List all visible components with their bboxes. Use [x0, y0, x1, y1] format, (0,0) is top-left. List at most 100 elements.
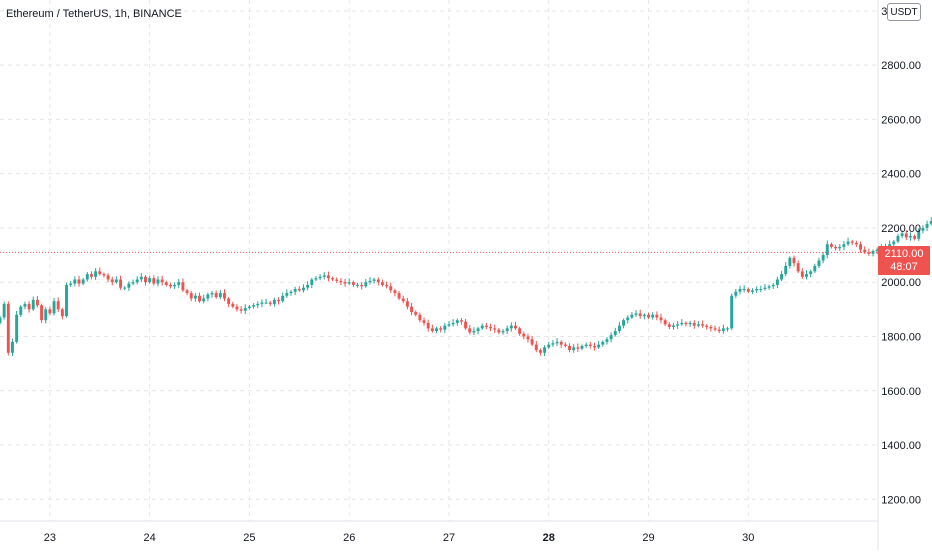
candle-body — [426, 322, 430, 329]
candle-body — [322, 275, 326, 277]
candle-body — [900, 233, 904, 237]
candle-body — [551, 343, 555, 345]
candle-body — [318, 276, 322, 279]
candle-body — [65, 284, 68, 317]
candle-body — [493, 328, 497, 330]
candle-body — [264, 302, 268, 304]
candle-body — [376, 279, 380, 283]
candle-body — [185, 290, 189, 294]
candle-body — [626, 317, 630, 321]
time-tick-label: 29 — [642, 532, 654, 544]
candle-body — [522, 333, 526, 337]
candle-body — [642, 314, 646, 317]
candle-body — [293, 288, 297, 292]
symbol-title[interactable]: Ethereum / TetherUS, 1h, BINANCE — [6, 8, 182, 20]
candle-body — [247, 306, 251, 308]
candle-body — [360, 284, 364, 287]
candle-body — [655, 314, 659, 318]
candle-body — [709, 326, 713, 329]
candle-body — [721, 328, 725, 332]
candle-body — [904, 233, 908, 238]
candle-body — [27, 303, 31, 310]
candle-body — [738, 288, 742, 292]
candle-body — [23, 303, 27, 307]
candle-body — [696, 324, 700, 326]
candle-body — [414, 312, 418, 315]
candle-body — [846, 241, 850, 245]
candle-body — [638, 313, 642, 317]
candle-body — [173, 284, 177, 287]
candle-body — [148, 278, 152, 283]
candle-body — [239, 309, 243, 311]
candle-body — [364, 282, 368, 287]
candle-body — [447, 324, 451, 326]
candle-body — [605, 339, 609, 342]
time-axis[interactable]: 23 24 25 26 27 28 29 30 — [44, 532, 755, 544]
candle-body — [451, 322, 455, 325]
candle-body — [850, 241, 854, 243]
candle-body — [439, 328, 443, 330]
candle-body — [480, 325, 484, 329]
candle-body — [98, 271, 102, 275]
candle-body — [56, 301, 60, 310]
candle-body — [164, 282, 168, 285]
candle-body — [410, 306, 414, 313]
candle-body — [751, 290, 754, 292]
candle-body — [568, 345, 571, 351]
candle-body — [771, 284, 775, 287]
candle-body — [252, 305, 256, 307]
candle-body — [281, 295, 285, 302]
price-tick-label: 1400.00 — [881, 440, 921, 452]
candle-body — [684, 322, 688, 325]
price-tick-label: 2200.00 — [881, 223, 921, 235]
candle-body — [663, 320, 667, 325]
candle-body — [543, 347, 547, 353]
candle-body — [821, 255, 825, 261]
candle-body — [60, 309, 64, 317]
candle-body — [335, 279, 339, 281]
candle-body — [189, 293, 193, 299]
candle-body — [401, 298, 405, 302]
candle-body — [223, 293, 226, 299]
candle-body — [659, 317, 663, 321]
candle-body — [260, 302, 264, 304]
candle-body — [81, 279, 85, 284]
candle-body — [389, 286, 393, 291]
candle-body — [588, 344, 592, 346]
candle-body — [829, 244, 833, 247]
candle-body — [214, 293, 218, 298]
candle-body — [913, 236, 917, 239]
candle-body — [838, 246, 842, 249]
candle-body — [726, 328, 729, 330]
candle-body — [343, 282, 347, 284]
candle-body — [538, 350, 542, 353]
candle-body — [243, 307, 247, 311]
candle-body — [746, 288, 750, 292]
candle-body — [584, 344, 588, 346]
candle-body — [859, 244, 863, 250]
time-tick-label: 30 — [742, 532, 754, 544]
candles-group — [0, 217, 932, 357]
candle-body — [31, 299, 35, 310]
candle-body — [314, 278, 318, 280]
candle-body — [15, 314, 19, 342]
candle-body — [530, 339, 534, 345]
currency-unit-button[interactable]: USDT — [887, 3, 921, 21]
candle-body — [206, 294, 210, 299]
candle-body — [235, 306, 239, 310]
candle-body — [393, 290, 397, 294]
time-tick-label: 28 — [543, 532, 555, 544]
candle-body — [775, 279, 779, 285]
candle-body — [256, 303, 260, 306]
candle-body — [381, 282, 384, 285]
candle-body — [306, 284, 310, 288]
candle-body — [464, 321, 468, 329]
candle-body — [759, 288, 763, 290]
candle-body — [780, 274, 784, 280]
candle-body — [601, 341, 605, 345]
candle-body — [917, 230, 921, 239]
candle-body — [701, 324, 705, 326]
candle-body — [351, 282, 355, 285]
